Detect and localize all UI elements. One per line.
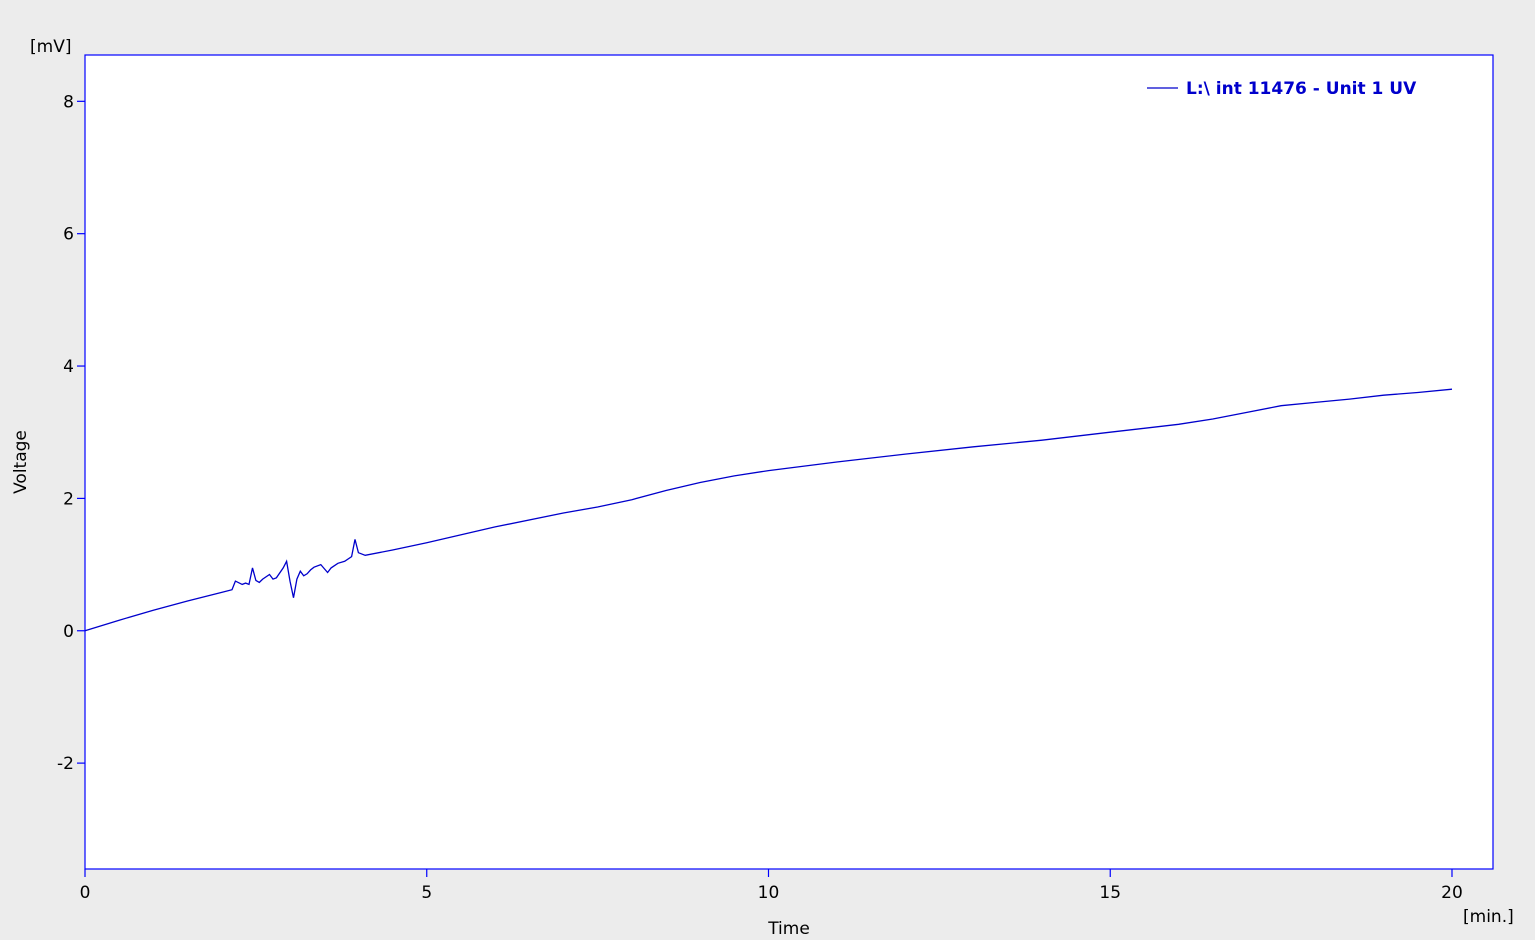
plot-area <box>84 54 1494 870</box>
x-axis-title: Time <box>767 919 810 939</box>
y-tick-label: 8 <box>63 92 74 112</box>
y-tick-label: 4 <box>63 357 74 377</box>
x-tick-label: 0 <box>80 883 91 903</box>
y-tick-label: 2 <box>63 489 74 509</box>
x-axis-ticks: 0 5 10 15 20 <box>80 869 1463 903</box>
x-unit-label: [min.] <box>1463 907 1514 927</box>
y-tick-label: 6 <box>63 225 74 245</box>
x-tick-label: 20 <box>1441 883 1463 903</box>
x-tick-label: 15 <box>1099 883 1121 903</box>
series-line <box>84 388 1453 632</box>
y-unit-label: [mV] <box>30 37 71 57</box>
legend-label: L:\ int 11476 - Unit 1 UV <box>1186 79 1417 99</box>
legend[interactable]: L:\ int 11476 - Unit 1 UV <box>1147 79 1417 99</box>
y-tick-label: -2 <box>57 754 74 774</box>
y-axis-ticks: -2 0 2 4 6 8 <box>57 92 85 774</box>
x-tick-label: 5 <box>421 883 432 903</box>
x-tick-label: 10 <box>758 883 780 903</box>
y-axis-title: Voltage <box>11 430 31 494</box>
y-tick-label: 0 <box>63 622 74 642</box>
